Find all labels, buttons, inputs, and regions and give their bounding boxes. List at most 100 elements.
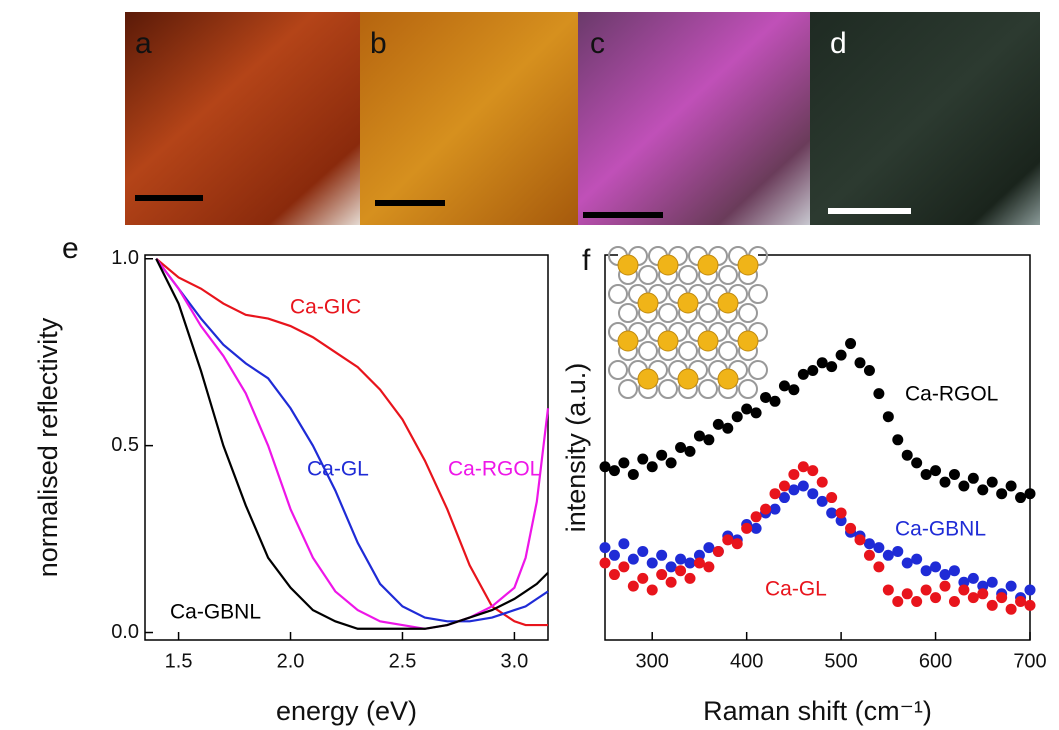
scatter-point <box>968 592 979 603</box>
scatter-point <box>1006 604 1017 615</box>
scatter-point <box>883 584 894 595</box>
scatter-point <box>788 384 799 395</box>
scatter-point <box>600 542 611 553</box>
scatter-point <box>618 561 629 572</box>
scatter-point <box>637 573 648 584</box>
scatter-point <box>751 523 762 534</box>
scatter-point <box>666 457 677 468</box>
scatter-point <box>1015 596 1026 607</box>
scatter-point <box>1006 581 1017 592</box>
scatter-point <box>760 504 771 515</box>
scatter-point <box>732 538 743 549</box>
scatter-point <box>836 507 847 518</box>
scatter-point <box>940 581 951 592</box>
scatter-point <box>722 423 733 434</box>
x-axis-label: energy (eV) <box>276 696 417 726</box>
scatter-point <box>741 523 752 534</box>
scatter-point <box>760 392 771 403</box>
scatter-point <box>618 538 629 549</box>
scatter-point <box>628 469 639 480</box>
scatter-point <box>911 457 922 468</box>
scatter-point <box>609 550 620 561</box>
scatter-point <box>647 584 658 595</box>
scatter-point <box>911 596 922 607</box>
scatter-point <box>826 361 837 372</box>
scatter-point <box>855 357 866 368</box>
scatter-point <box>996 488 1007 499</box>
lattice-atom <box>618 331 638 351</box>
lattice-atom <box>678 369 698 389</box>
scatter-point <box>977 588 988 599</box>
x-tick-label: 400 <box>730 650 763 672</box>
scatter-point <box>713 546 724 557</box>
scatter-point <box>656 450 667 461</box>
scatter-point <box>618 457 629 468</box>
scatter-point <box>921 565 932 576</box>
scatter-point <box>940 477 951 488</box>
lattice-atom <box>738 331 758 351</box>
scatter-point <box>996 592 1007 603</box>
scatter-point <box>902 588 913 599</box>
scatter-point <box>826 507 837 518</box>
scatter-point <box>949 596 960 607</box>
series-label: Ca-GIC <box>290 296 361 319</box>
scatter-point <box>713 419 724 430</box>
scatter-point <box>600 558 611 569</box>
scatter-point <box>1025 488 1036 499</box>
figure: a b c d 1.52.02.53.00.00.51.0energy (eV)… <box>0 0 1059 730</box>
scatter-point <box>958 584 969 595</box>
scatter-point <box>892 596 903 607</box>
scatter-point <box>958 481 969 492</box>
x-tick-label: 700 <box>1013 650 1046 672</box>
scatter-point <box>845 523 856 534</box>
scatter-point <box>930 592 941 603</box>
scatter-point <box>798 369 809 380</box>
scatter-point <box>703 542 714 553</box>
scatter-point <box>788 484 799 495</box>
scatter-point <box>685 573 696 584</box>
x-tick-label: 600 <box>919 650 952 672</box>
lattice-atom <box>738 255 758 275</box>
lattice-atom <box>678 293 698 313</box>
series-label: Ca-RGOL <box>448 458 541 481</box>
scatter-point <box>1006 481 1017 492</box>
scatter-point <box>675 565 686 576</box>
scatter-point <box>864 538 875 549</box>
x-tick-label: 1.5 <box>165 650 193 672</box>
scatter-point <box>751 407 762 418</box>
scatter-point <box>779 492 790 503</box>
x-tick-label: 300 <box>636 650 669 672</box>
series-label: Ca-GBNL <box>170 601 261 624</box>
scatter-point <box>1015 492 1026 503</box>
scatter-point <box>675 442 686 453</box>
scatter-point <box>968 473 979 484</box>
x-tick-label: 2.0 <box>277 650 305 672</box>
photo-label: d <box>830 27 847 60</box>
scatter-point <box>817 357 828 368</box>
scatter-point <box>930 465 941 476</box>
scatter-point <box>987 577 998 588</box>
scatter-point <box>836 350 847 361</box>
scatter-point <box>647 461 658 472</box>
scatter-point <box>873 542 884 553</box>
scatter-point <box>817 496 828 507</box>
scatter-point <box>637 546 648 557</box>
panel-label: f <box>582 244 591 277</box>
scatter-point <box>902 558 913 569</box>
scatter-point <box>656 550 667 561</box>
scatter-point <box>703 561 714 572</box>
scatter-point <box>949 469 960 480</box>
y-tick-label: 0.0 <box>111 621 139 643</box>
lattice-atom <box>658 331 678 351</box>
scatter-point <box>788 469 799 480</box>
scatter-point <box>609 569 620 580</box>
scatter-point <box>609 465 620 476</box>
lattice-atom <box>718 293 738 313</box>
panel-label: e <box>62 232 79 265</box>
scatter-point <box>1025 584 1036 595</box>
scatter-point <box>779 481 790 492</box>
scatter-point <box>987 600 998 611</box>
scatter-point <box>921 469 932 480</box>
x-axis-label: Raman shift (cm⁻¹) <box>703 696 932 726</box>
scatter-point <box>694 430 705 441</box>
